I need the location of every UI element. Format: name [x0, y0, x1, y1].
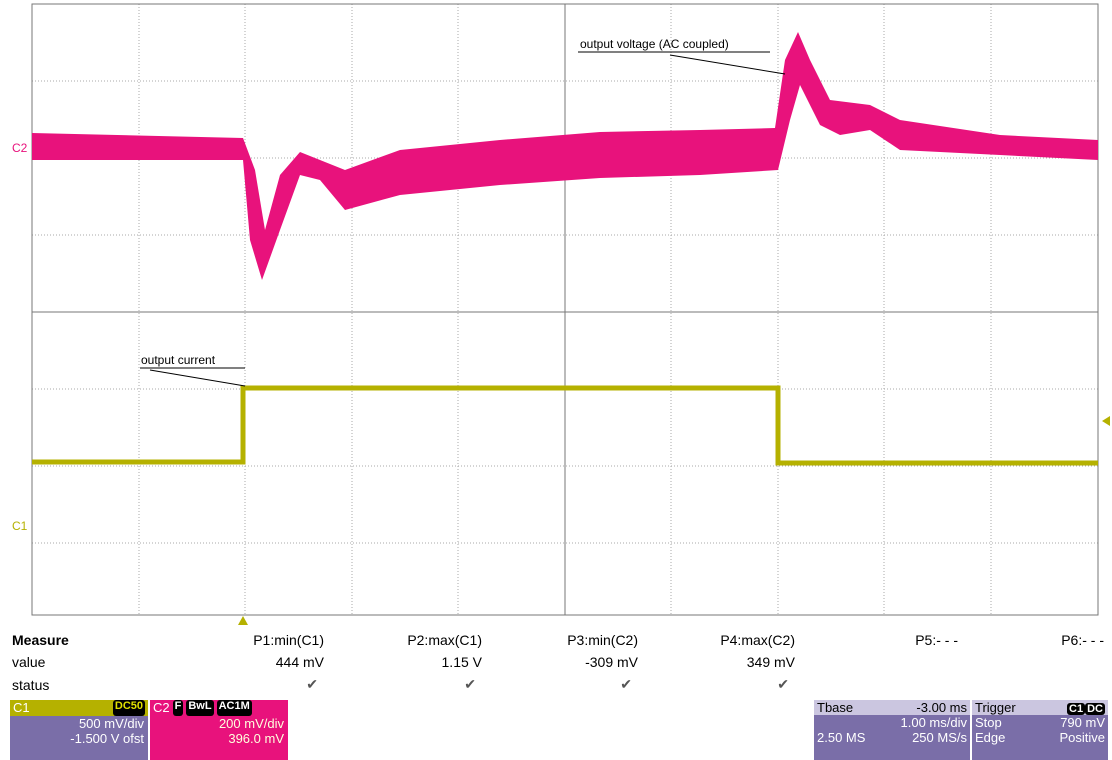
param-name: P3:min(C2): [567, 632, 638, 648]
c2-trace: [32, 32, 1098, 280]
slope: Positive: [1059, 730, 1105, 745]
param-name: P4:max(C2): [720, 632, 795, 648]
annotation-leader: [149, 369, 246, 387]
row-label: status: [12, 677, 50, 693]
tag: AC1M: [216, 700, 252, 716]
mode: Stop: [975, 715, 1002, 730]
level: 790 mV: [1060, 715, 1105, 730]
param-name: P2:max(C1): [407, 632, 482, 648]
offset: -1.500 V ofst: [70, 731, 144, 746]
label: Tbase: [817, 700, 854, 715]
tag: F: [172, 700, 184, 716]
status-check: ✔: [620, 676, 632, 692]
status-check: ✔: [777, 676, 789, 692]
row-label: value: [12, 654, 46, 670]
trigger-box[interactable]: Trigger C1 DC Stop 790 mV Edge Positive: [972, 700, 1108, 760]
scale: 500 mV/div: [78, 716, 144, 731]
status-check: ✔: [464, 676, 476, 692]
axes: [31, 3, 1099, 616]
c1-box[interactable]: C1 DC50 500 mV/div -1.500 V ofst: [10, 700, 148, 760]
kind: Edge: [975, 730, 1006, 745]
param-name: P6:- - -: [1061, 632, 1104, 648]
param-value: 444 mV: [275, 654, 324, 670]
trigger-level-marker: [1102, 416, 1110, 426]
tag: C1: [1067, 703, 1086, 715]
rate: 250 MS/s: [912, 730, 967, 745]
scale: 200 mV/div: [218, 716, 284, 731]
measure-title: Measure: [12, 632, 69, 648]
trigger-time-marker: [238, 616, 248, 625]
tag: DC: [1085, 703, 1105, 715]
channel-marker: C1: [12, 519, 28, 533]
param-value: -309 mV: [585, 654, 638, 670]
annotation: output current: [141, 353, 216, 367]
c1-trace: [32, 385, 1098, 466]
offset: 396.0 mV: [228, 731, 284, 746]
param-name: P5:- - -: [915, 632, 958, 648]
annotation-leader: [669, 54, 786, 75]
label: C1: [13, 700, 30, 715]
tag: DC50: [112, 700, 145, 716]
samples: 2.50 MS: [817, 730, 866, 745]
tbase-box[interactable]: Tbase -3.00 ms 1.00 ms/div 2.50 MS 250 MS/…: [814, 700, 970, 760]
label: C2: [153, 700, 170, 715]
c2-box[interactable]: C2 F BwL AC1M 200 mV/div 396.0 mV: [150, 700, 288, 760]
delay: -3.00 ms: [916, 700, 967, 715]
tag: BwL: [186, 700, 214, 716]
waveform-display: output current output voltage (AC couple…: [12, 3, 1110, 625]
channel-marker: C2: [12, 141, 28, 155]
param-value: 1.15 V: [441, 654, 482, 670]
label: Trigger: [975, 700, 1016, 715]
param-name: P1:min(C1): [253, 632, 324, 648]
scale: 1.00 ms/div: [900, 715, 967, 730]
param-value: 349 mV: [746, 654, 795, 670]
status-check: ✔: [306, 676, 318, 692]
annotation: output voltage (AC coupled): [580, 37, 729, 51]
